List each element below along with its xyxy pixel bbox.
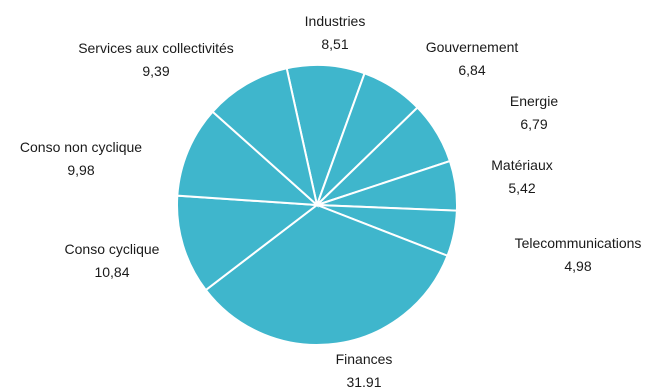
slice-value-conso-cyclique: 10,84 bbox=[94, 264, 129, 280]
slice-value-energie: 6,79 bbox=[520, 116, 547, 132]
slice-industries bbox=[285, 64, 366, 209]
slice-finances bbox=[204, 203, 449, 346]
slice-value-conso-non-cyclique: 9,98 bbox=[67, 162, 94, 178]
pie-slices bbox=[175, 64, 458, 346]
slice-conso-non-cyclique bbox=[176, 110, 320, 207]
slice-value-industries: 8,51 bbox=[321, 36, 348, 52]
slice-label-conso-cyclique: Conso cyclique bbox=[65, 241, 160, 257]
slice-label-materiaux: Matériaux bbox=[491, 157, 552, 173]
slice-value-gouvernement: 6,84 bbox=[458, 62, 485, 78]
pie-labels: Industries 8,51 Gouvernement 6,84 Energie 6,7… bbox=[20, 13, 642, 387]
slice-value-telecommunications: 4,98 bbox=[564, 258, 591, 274]
slice-label-services-aux-collectivites: Services aux collectivités bbox=[78, 40, 234, 56]
slice-label-telecommunications: Telecommunications bbox=[515, 235, 642, 251]
slice-label-gouvernement: Gouvernement bbox=[426, 39, 519, 55]
slice-conso-cyclique bbox=[175, 194, 320, 292]
slice-value-services-aux-collectivites: 9,39 bbox=[142, 63, 169, 79]
slice-value-materiaux: 5,42 bbox=[508, 180, 535, 196]
slice-label-industries: Industries bbox=[305, 13, 366, 29]
slice-value-finances: 31,91 bbox=[346, 374, 381, 387]
slice-label-conso-non-cyclique: Conso non cyclique bbox=[20, 139, 142, 155]
slice-services-aux-collectivites bbox=[211, 67, 319, 208]
slice-label-finances: Finances bbox=[336, 351, 393, 367]
slice-label-energie: Energie bbox=[510, 93, 558, 109]
